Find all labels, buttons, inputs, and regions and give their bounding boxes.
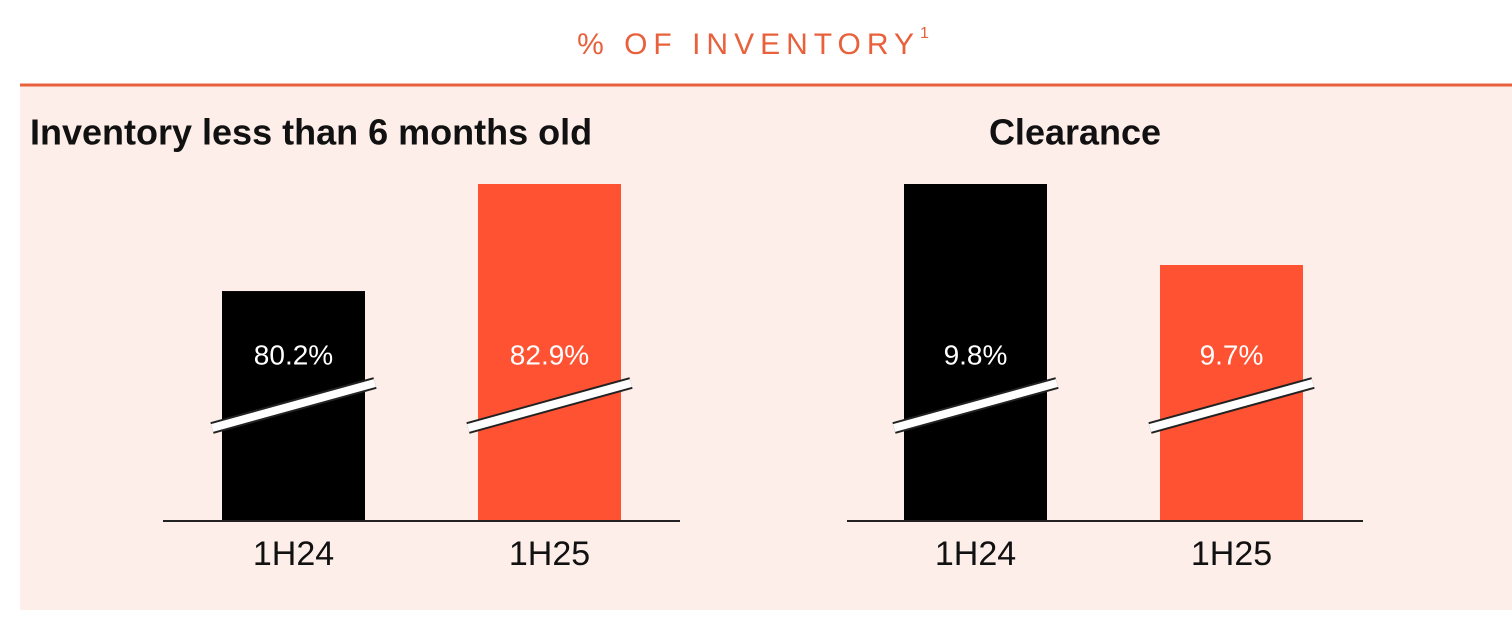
value-label: 80.2%	[254, 339, 333, 370]
heading-text: % OF INVENTORY	[577, 28, 920, 61]
axis-break	[466, 379, 633, 432]
x-tick-label: 1H25	[509, 535, 590, 573]
x-tick-label: 1H25	[1191, 535, 1272, 573]
axis-break	[1148, 379, 1315, 432]
axis-break	[210, 379, 377, 432]
heading: % OF INVENTORY1	[577, 25, 935, 61]
x-tick-label: 1H24	[935, 535, 1016, 573]
axis-break	[892, 379, 1059, 432]
chart-title: Clearance	[989, 112, 1161, 153]
value-label: 82.9%	[510, 339, 589, 370]
bar	[904, 184, 1047, 521]
bar	[478, 184, 621, 521]
chart-title: Inventory less than 6 months old	[30, 112, 592, 153]
value-label: 9.7%	[1200, 339, 1264, 370]
x-tick-label: 1H24	[253, 535, 334, 573]
value-label: 9.8%	[944, 339, 1008, 370]
heading-note: 1	[920, 25, 935, 42]
